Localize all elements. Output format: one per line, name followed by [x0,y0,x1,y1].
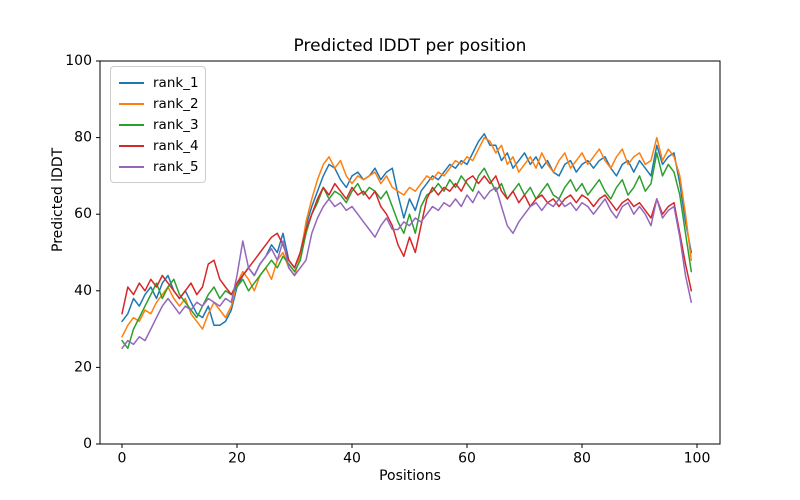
y-tick-label: 0 [83,436,92,452]
legend-line-sample [119,102,144,105]
legend-label: rank_5 [153,158,199,175]
legend-line-sample [119,144,144,147]
x-axis-label: Positions [379,468,441,484]
y-axis-label: Predicted lDDT [50,147,66,252]
legend-label: rank_4 [153,137,199,154]
legend-entry-rank_3: rank_3 [119,114,199,135]
x-tick-label: 20 [228,451,246,467]
legend-label: rank_1 [153,74,199,91]
chart-title: Predicted lDDT per position [293,36,527,56]
y-tick-label: 100 [65,53,92,69]
legend-entry-rank_1: rank_1 [119,72,199,93]
series-line-rank_2 [121,136,693,338]
series-line-rank_1 [121,133,693,327]
y-tick-label: 80 [74,130,92,146]
x-tick-label: 80 [573,451,591,467]
axes-frame [99,60,721,445]
series-line-rank_4 [121,175,693,315]
legend: rank_1 rank_2 rank_3 rank_4 rank_5 [110,66,206,183]
x-tick-label: 60 [458,451,476,467]
legend-label: rank_3 [153,116,199,133]
x-tick-label: 40 [343,451,361,467]
x-tick-label: 0 [118,451,127,467]
legend-entry-rank_5: rank_5 [119,156,199,177]
series-line-rank_3 [121,152,693,350]
legend-label: rank_2 [153,95,199,112]
y-tick-label: 40 [74,283,92,299]
series-line-rank_5 [121,186,693,350]
legend-entry-rank_4: rank_4 [119,135,199,156]
y-tick-label: 20 [74,359,92,375]
x-tick-label: 100 [684,451,711,467]
legend-line-sample [119,123,144,126]
legend-line-sample [119,165,144,168]
legend-entry-rank_2: rank_2 [119,93,199,114]
y-tick-label: 60 [74,206,92,222]
legend-line-sample [119,81,144,84]
